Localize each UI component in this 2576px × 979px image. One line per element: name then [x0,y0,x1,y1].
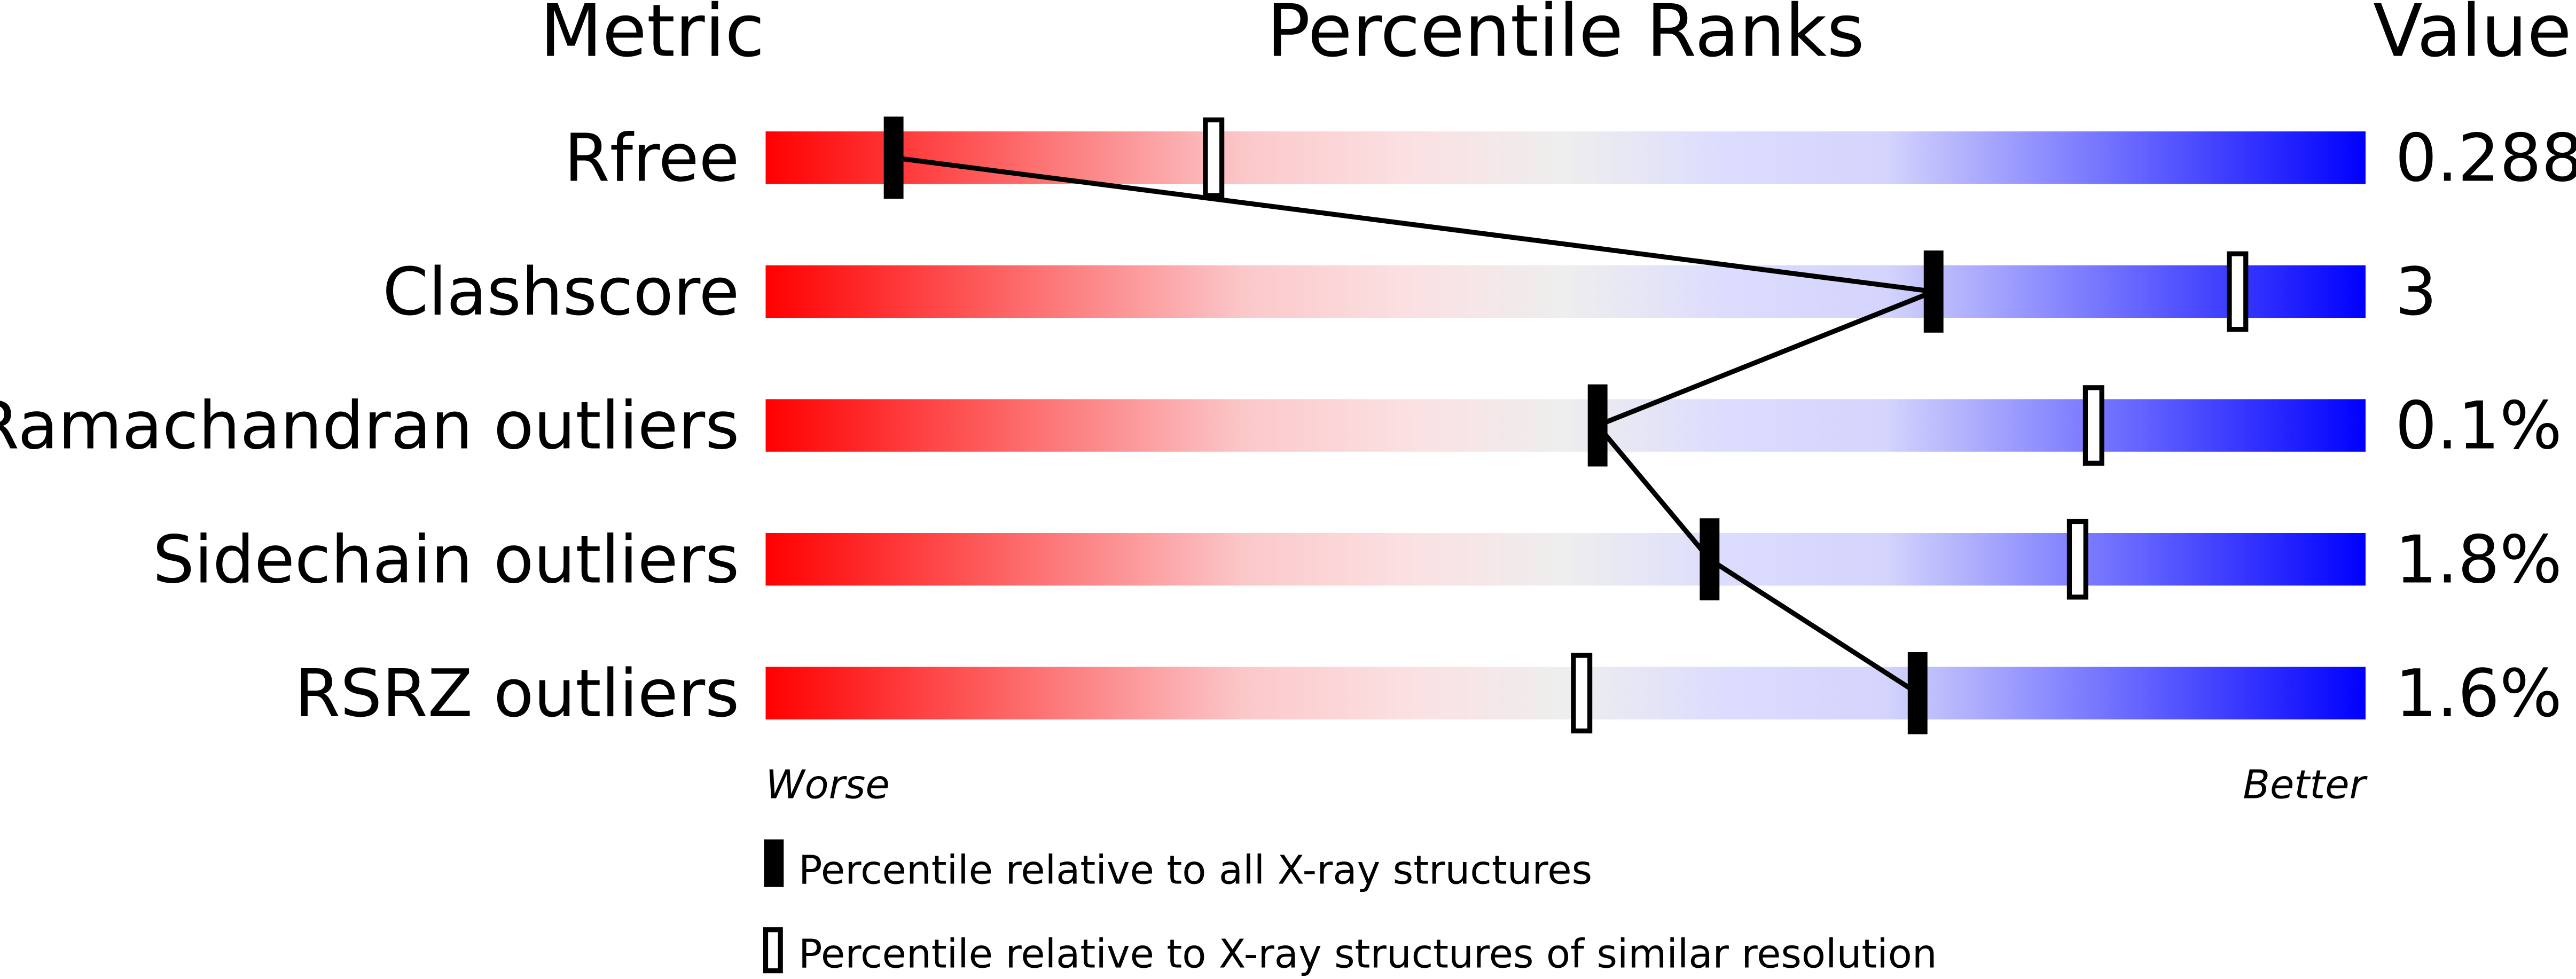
metric-label: Sidechain outliers [153,522,739,598]
metric-value: 0.288 [2395,120,2576,197]
legend-label-similar: Percentile relative to X-ray structures … [798,931,1937,977]
marker-similar-resolution [1571,653,1593,734]
metric-label: Rfree [564,120,739,197]
percentile-bar [765,131,2366,184]
header-percentile-ranks: Percentile Ranks [1267,0,1865,73]
legend-hollow-marker-icon [763,927,783,974]
legend-filled-marker-icon [764,839,784,887]
header-value: Value [2373,0,2572,73]
percentile-bar [765,667,2366,720]
percentile-bar [765,533,2366,586]
marker-all-structures [1700,518,1720,601]
metric-value: 0.1% [2395,388,2562,465]
marker-all-structures [1587,384,1608,467]
metric-label: RSRZ outliers [295,656,740,732]
marker-all-structures [1923,250,1944,333]
marker-similar-resolution [1203,117,1225,198]
worse-label: Worse [765,762,889,808]
metric-label: Ramachandran outliers [0,388,739,465]
marker-similar-resolution [2082,385,2104,466]
header-metric: Metric [540,0,765,73]
marker-similar-resolution [2227,251,2249,332]
marker-similar-resolution [2066,519,2088,600]
percentile-bar [765,399,2366,452]
marker-all-structures [1907,652,1928,734]
metric-label: Clashscore [382,254,739,331]
marker-all-structures [883,116,904,199]
percentile-bar [765,265,2366,318]
metric-value: 1.8% [2395,522,2562,598]
legend-label-all: Percentile relative to all X-ray structu… [798,848,1592,894]
better-label: Better [2243,762,2368,808]
metric-value: 1.6% [2395,656,2562,732]
metric-value: 3 [2395,254,2437,331]
